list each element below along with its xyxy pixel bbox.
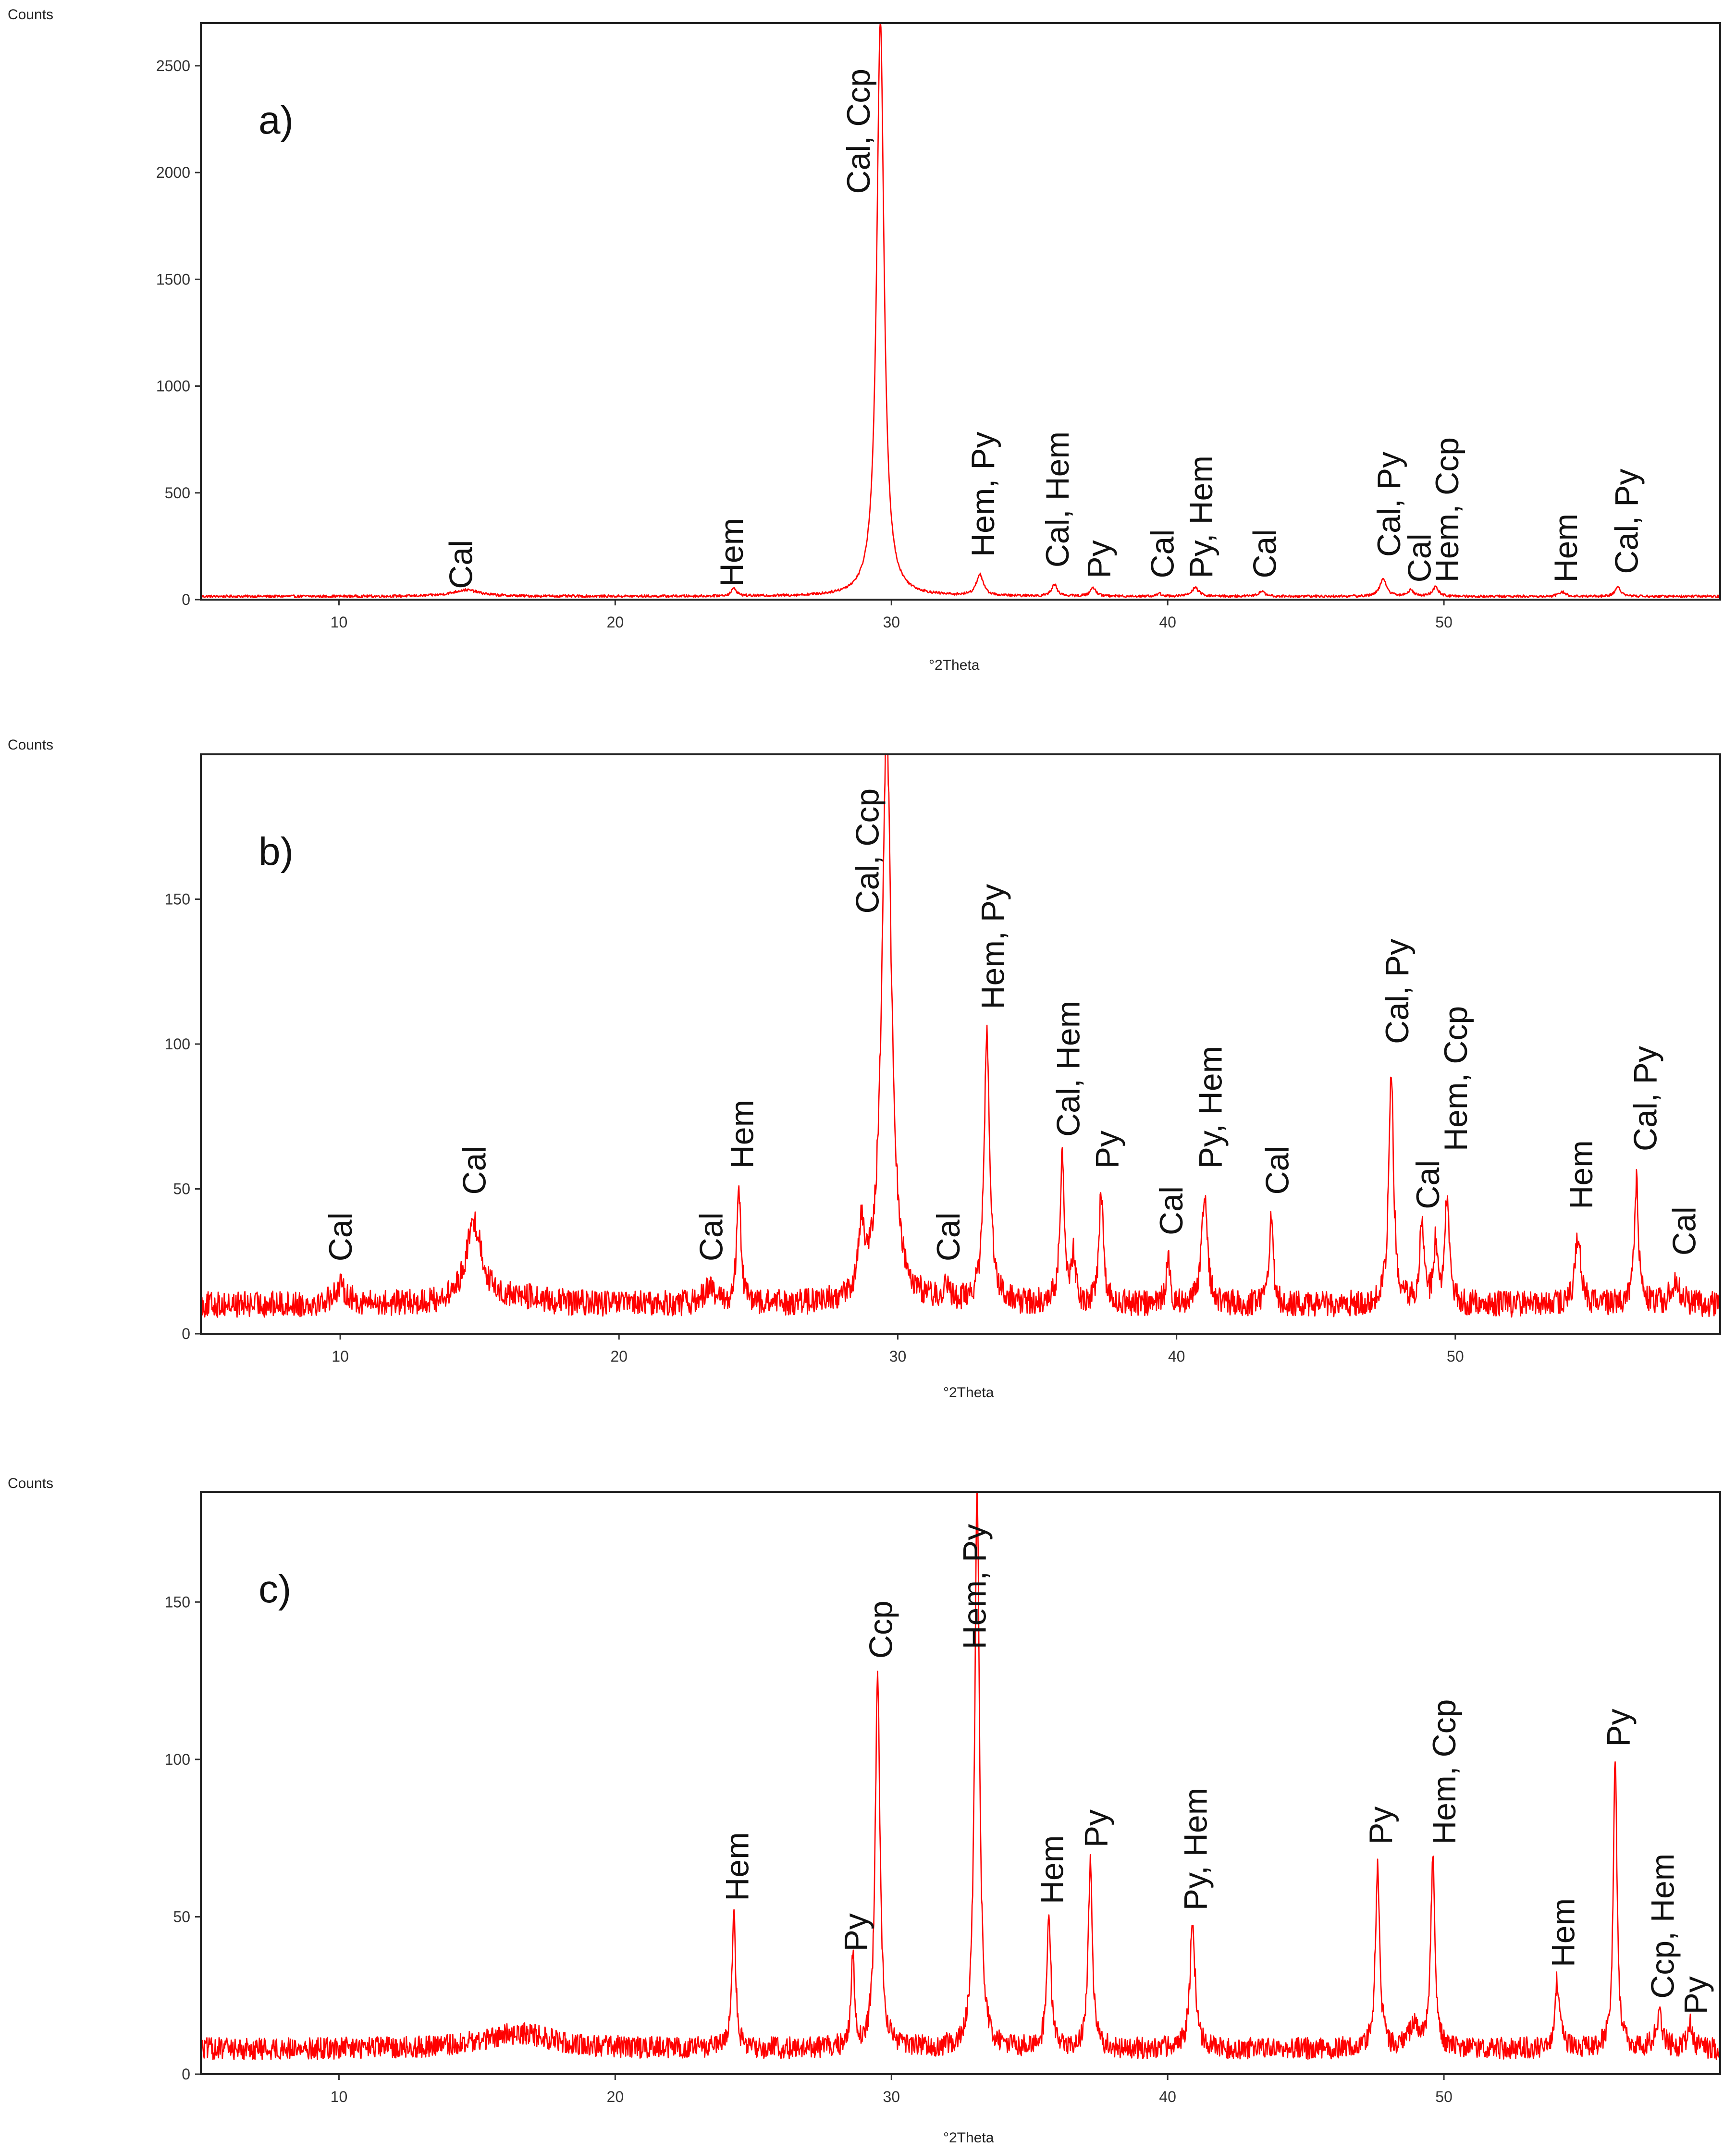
peak-label: Cal [443,540,479,589]
x-tick-label: 10 [331,614,348,631]
peak-label: Py [1089,1131,1126,1168]
peak-label: Hem [724,1100,761,1169]
y-tick-label: 1500 [156,271,190,288]
peak-label: Cal, Hem [1050,1001,1086,1137]
y-tick-label: 50 [173,1181,190,1198]
peak-label: Cal [322,1212,359,1261]
plot-frame [200,22,1721,601]
peak-label: Cal, Py [1379,939,1416,1044]
x-tick-label: 10 [331,2088,348,2105]
peak-label: Cal [1246,529,1283,578]
peak-label: Py [837,1913,874,1951]
x-axis-title: °2Theta [943,1385,994,1401]
y-tick-label: 50 [173,1908,190,1925]
xrd-panel-a: Counts °2Theta 0 500 1000 1500 2000 2500 10 20 3… [0,0,1736,677]
y-axis-title: Counts [8,1476,54,1491]
peak-label: Hem [1563,1140,1600,1209]
y-tick-label: 0 [182,591,190,608]
x-tick-label: 40 [1159,614,1176,631]
y-tick-label: 2500 [156,57,190,74]
plot-frame [200,753,1721,1335]
x-tick-label: 20 [607,614,624,631]
xrd-chart-b: 0 50 100 150 10 20 30 40 50 b) Cal Cal Cal Hem Cal, Cc… [165,753,1721,1365]
xrd-trace [201,754,1720,1318]
xrd-chart-a: 0 500 1000 1500 2000 2500 10 20 30 40 50 a) Cal Hem Ca… [156,22,1721,631]
y-tick-label: 100 [165,1751,190,1768]
peak-label: Cal [693,1212,730,1261]
peak-label: Py, Hem [1178,1788,1214,1911]
peak-label: Py [1677,1976,1714,2014]
peak-label: Hem [1034,1835,1071,1905]
xrd-panel-c: Counts °2Theta 0 50 100 150 10 20 30 40 50 c) Hem P… [0,1468,1736,2152]
peak-label: Hem [719,1832,755,1901]
peak-label: Py [1078,1809,1115,1847]
y-tick-label: 2000 [156,164,190,181]
peak-label: Ccp [862,1600,899,1659]
peak-label: Cal, Hem [1039,431,1076,567]
y-tick-label: 500 [165,484,190,502]
peak-label: Hem, Py [965,431,1001,557]
panel-label: c) [259,1567,291,1611]
y-tick-label: 1000 [156,378,190,395]
y-tick-label: 150 [165,891,190,908]
x-axis-title: °2Theta [929,657,980,673]
panel-label: b) [259,830,294,873]
x-tick-label: 30 [883,614,900,631]
peak-label: Cal [1153,1186,1190,1235]
x-tick-label: 20 [610,1348,628,1365]
x-tick-label: 50 [1447,1348,1464,1365]
x-tick-label: 20 [607,2088,624,2105]
xrd-panel-b: Counts °2Theta 0 50 100 150 10 20 30 40 50 b) Cal C… [0,730,1736,1408]
y-tick-label: 0 [182,1325,190,1342]
peak-label: Cal [1145,529,1181,578]
peak-label: Cal [1259,1146,1295,1195]
peak-label: Py [1600,1709,1637,1746]
x-tick-label: 10 [332,1348,349,1365]
peak-label: Ccp, Hem [1644,1854,1681,1999]
y-tick-label: 150 [165,1593,190,1611]
peak-label: Cal [1410,1160,1446,1209]
y-axis-title: Counts [8,737,54,753]
peak-label: Py [1081,540,1117,578]
peak-label: Py, Hem [1192,1046,1229,1169]
peak-label: Hem [1545,1898,1581,1968]
peak-label: Hem, Ccp [1426,1699,1463,1845]
xrd-trace [201,23,1720,599]
peak-label: Cal, Py [1627,1046,1663,1151]
panel-label: a) [259,98,294,142]
peak-label: Cal, Py [1608,468,1645,574]
peak-label: Hem, Py [957,1524,993,1649]
x-tick-label: 50 [1435,614,1453,631]
peak-label: Cal [930,1212,967,1261]
peak-label: Py, Hem [1183,455,1219,578]
y-tick-label: 100 [165,1035,190,1053]
peak-label: Hem [1548,514,1584,583]
x-tick-label: 40 [1159,2088,1176,2105]
xrd-trace [201,1492,1720,2060]
x-tick-label: 50 [1435,2088,1453,2105]
peak-label: Py [1363,1806,1399,1844]
peak-label: Hem [714,518,750,587]
y-tick-label: 0 [182,2066,190,2083]
peak-label: Hem, Ccp [1429,437,1465,582]
peak-label: Hem, Ccp [1438,1006,1474,1151]
peak-label: Cal [1401,533,1438,582]
y-axis-title: Counts [8,7,54,23]
peak-label: Cal [456,1146,493,1195]
peak-label: Hem, Py [975,884,1011,1009]
peak-label: Cal, Ccp [850,788,886,914]
x-tick-label: 30 [883,2088,900,2105]
peak-label: Cal, Ccp [840,69,877,194]
x-tick-label: 30 [889,1348,907,1365]
peak-label: Cal, Py [1371,452,1407,557]
plot-frame [200,1491,1721,2075]
peak-label: Cal [1666,1206,1703,1255]
x-axis-title: °2Theta [943,2130,994,2146]
x-tick-label: 40 [1168,1348,1185,1365]
